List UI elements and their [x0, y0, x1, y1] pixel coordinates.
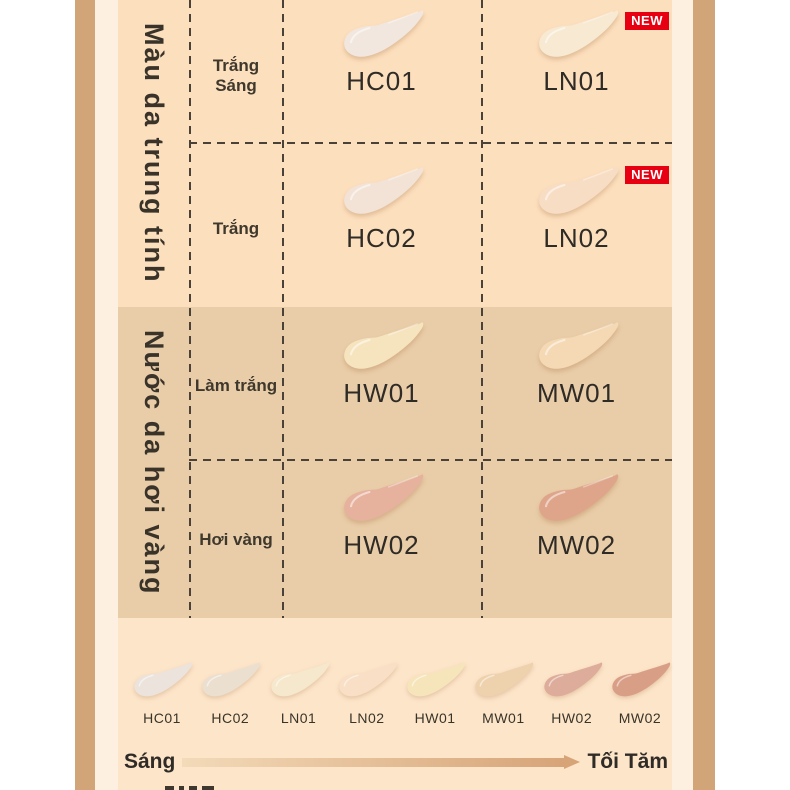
scale-label-light: Sáng — [124, 750, 176, 773]
legend-item-ln02: LN02 — [335, 660, 399, 726]
section-neutral-tone-bg — [118, 0, 672, 307]
table-grid-vline-3 — [481, 0, 483, 618]
shade-swatch-icon — [538, 167, 618, 214]
new-badge: NEW — [625, 12, 669, 30]
scale-label-dark: Tối Tăm — [587, 750, 668, 773]
legend-swatch-row: HC01 HC02 LN01 LN02 HW01 MW01 HW02 MW02 — [130, 660, 672, 726]
shade-code: LN02 — [543, 223, 610, 253]
gradient-arrow-bar — [182, 757, 565, 767]
table-grid-hline-1 — [189, 142, 672, 144]
cutoff-text-fragment — [202, 786, 214, 790]
legend-item-ln01: LN01 — [267, 660, 331, 726]
shade-swatch-icon — [343, 167, 423, 214]
legend-code: HW02 — [551, 710, 593, 726]
right-tan-border — [693, 0, 715, 790]
table-grid-vline-2 — [282, 0, 284, 618]
table-grid-vline-1 — [189, 0, 191, 618]
group-label-neutral-tone: Màu da trung tính — [139, 23, 169, 284]
shade-cell-hw02: HW02 — [282, 459, 481, 618]
row-label-hoi-vang: Hơi vàng — [199, 530, 273, 549]
row-label-lam-trang: Làm trắng — [194, 376, 278, 395]
cutoff-text-fragment — [179, 786, 184, 790]
legend-code: MW02 — [618, 710, 662, 726]
shade-swatch-icon — [475, 662, 534, 697]
shade-swatch-icon — [270, 662, 329, 697]
shade-code: MW01 — [536, 378, 617, 408]
shade-cell-hw01: HW01 — [282, 307, 481, 459]
arrow-head-icon — [564, 755, 581, 769]
shade-code: HC02 — [346, 223, 417, 253]
left-light-border — [95, 0, 118, 790]
shade-swatch-icon — [343, 10, 423, 57]
cutoff-text-fragment — [189, 786, 197, 790]
left-tan-border — [75, 0, 95, 790]
legend-code: LN02 — [349, 710, 385, 726]
cutoff-text-fragment — [165, 786, 174, 790]
new-badge: NEW — [625, 166, 669, 184]
legend-item-hc02: HC02 — [198, 660, 262, 726]
table-grid-hline-2 — [189, 459, 672, 461]
right-light-border — [672, 0, 693, 790]
shade-cell-hc02: HC02 — [282, 143, 481, 307]
gradient-arrow — [182, 755, 581, 769]
shade-cell-hc01: HC01 — [282, 0, 481, 143]
shade-swatch-icon — [343, 474, 423, 521]
shade-code: HC01 — [346, 66, 417, 96]
shade-cell-mw02: MW02 — [481, 459, 672, 618]
shade-code: HW02 — [343, 530, 420, 560]
shade-code: MW02 — [536, 530, 617, 560]
shade-swatch-icon — [134, 662, 193, 697]
shade-swatch-icon — [538, 474, 618, 521]
legend-code: MW01 — [482, 710, 525, 726]
legend-code: HW01 — [414, 710, 456, 726]
legend-item-hw02: HW02 — [540, 660, 604, 726]
shade-cell-mw01: MW01 — [481, 307, 672, 459]
tone-scale: Sáng Tối Tăm — [124, 748, 668, 776]
legend-item-hc01: HC01 — [130, 660, 194, 726]
row-label-trang: Trắng — [212, 219, 260, 238]
legend-code: LN01 — [280, 710, 317, 726]
shade-swatch-icon — [538, 322, 618, 369]
shade-swatch-icon — [538, 10, 618, 57]
legend-item-mw01: MW01 — [471, 660, 535, 726]
legend-code: HC01 — [143, 710, 181, 726]
shade-code: LN01 — [543, 66, 610, 96]
shade-code: HW01 — [343, 378, 420, 408]
shade-swatch-icon — [343, 322, 423, 369]
shade-swatch-icon — [407, 662, 466, 697]
legend-code: HC02 — [211, 710, 250, 726]
shade-swatch-icon — [612, 662, 671, 697]
shade-cell-ln02: NEW LN02 — [481, 143, 672, 307]
legend-item-hw01: HW01 — [403, 660, 467, 726]
shade-cell-ln01: NEW LN01 — [481, 0, 672, 143]
shade-swatch-icon — [339, 662, 398, 697]
row-label-trang-sang: Trắng Sáng — [212, 56, 260, 95]
shade-swatch-icon — [202, 662, 261, 697]
group-label-yellow-tone: Nước da hơi vàng — [139, 329, 169, 596]
legend-item-mw02: MW02 — [608, 660, 672, 726]
shade-swatch-icon — [544, 662, 602, 697]
